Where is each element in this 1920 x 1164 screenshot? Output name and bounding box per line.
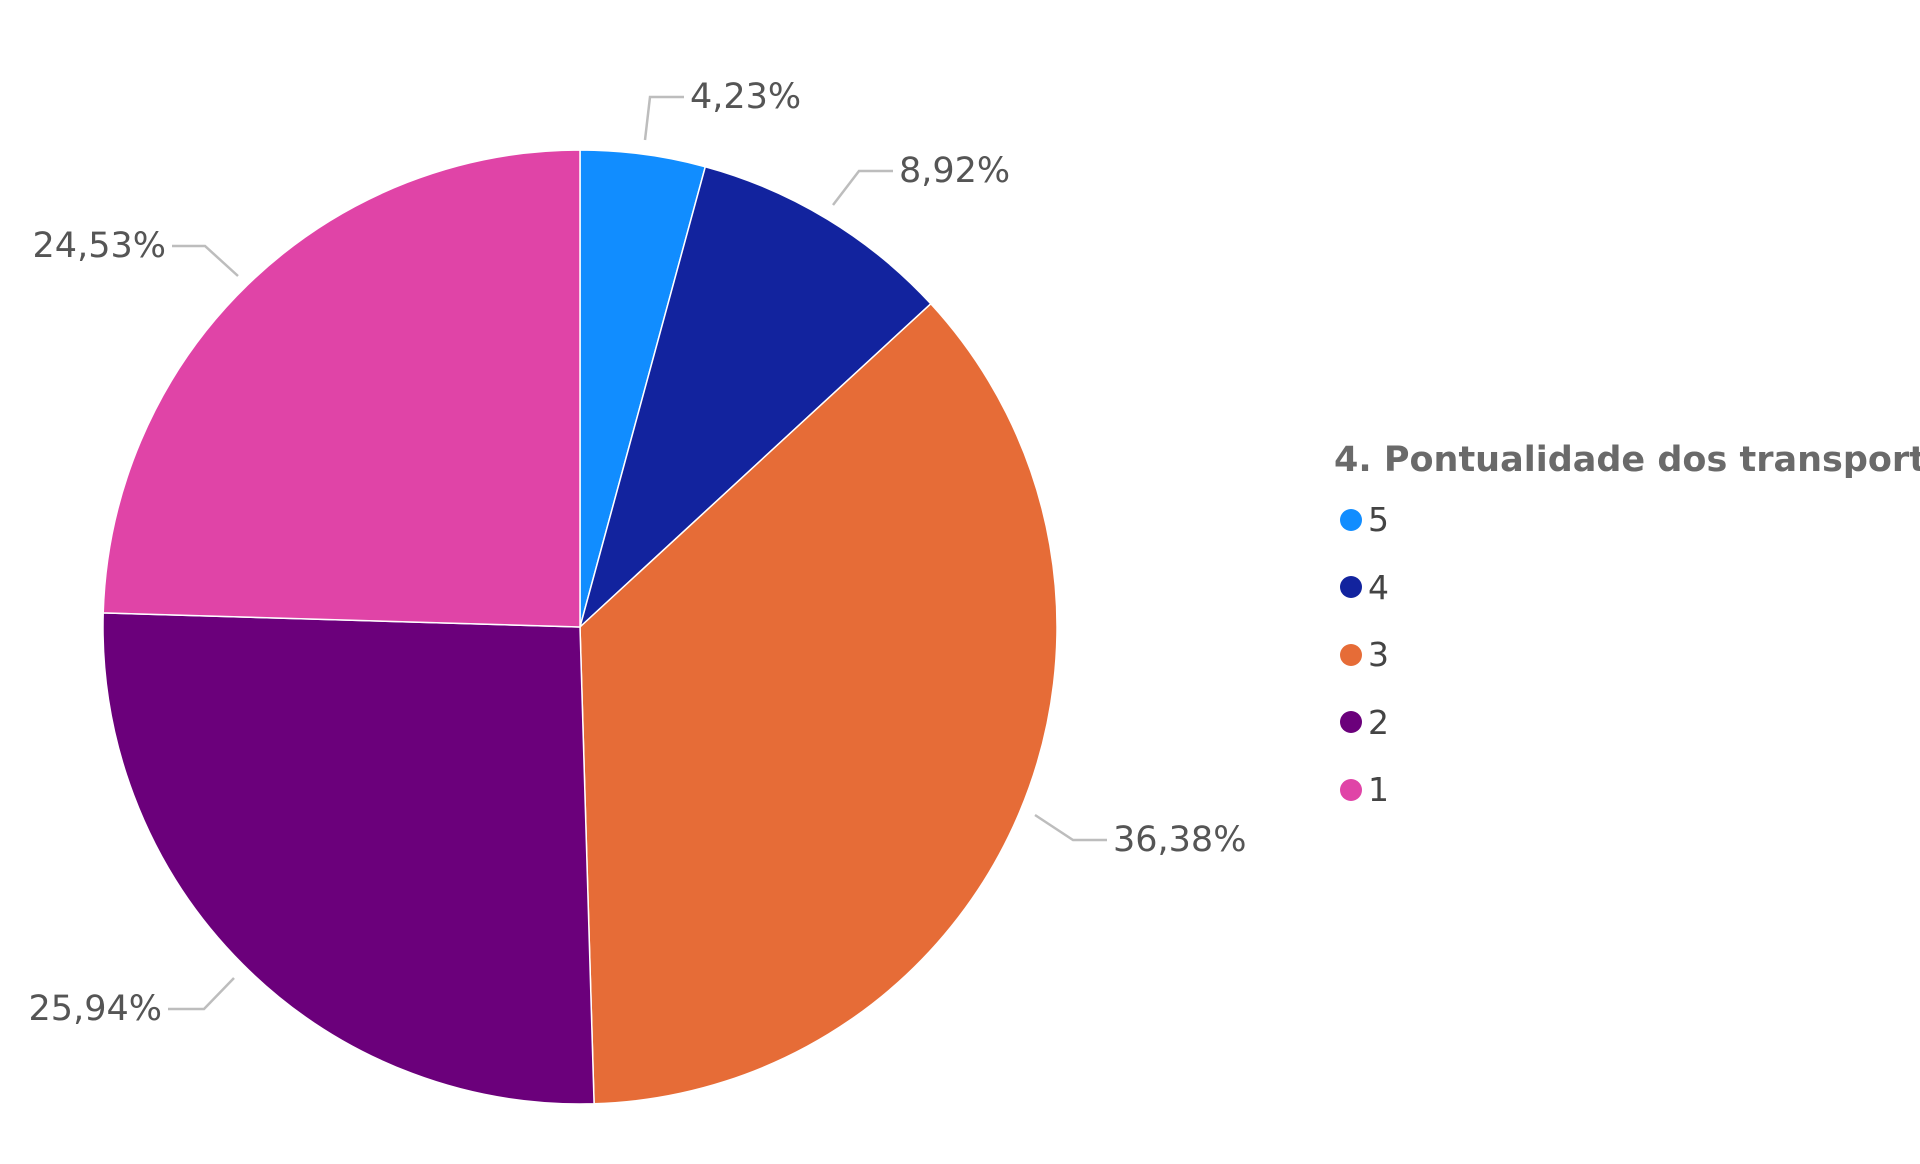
legend-item-label: 2	[1368, 702, 1389, 742]
legend-item-2[interactable]: 2	[1334, 689, 1920, 757]
legend-dot-icon	[1340, 778, 1362, 801]
legend-item-label: 3	[1368, 635, 1389, 675]
legend-item-3[interactable]: 3	[1334, 621, 1920, 689]
leader-line-3	[1034, 813, 1107, 842]
slice-label-5: 4,23%	[690, 77, 801, 117]
leader-line-4	[832, 169, 893, 206]
leader-line-5	[643, 95, 684, 141]
leader-line-2	[168, 977, 235, 1011]
leader-line-1	[172, 244, 239, 277]
legend: 4. Pontualidade dos transportes 5 4 3 2 1	[1334, 434, 1920, 824]
legend-item-label: 5	[1368, 500, 1389, 540]
legend-item-label: 4	[1368, 567, 1389, 607]
pie-slice-4[interactable]	[578, 165, 932, 630]
legend-title: 4. Pontualidade dos transportes	[1334, 440, 1920, 480]
legend-item-label: 1	[1368, 770, 1389, 810]
pie-slice-3[interactable]	[579, 302, 1058, 1105]
legend-items: 5 4 3 2 1	[1334, 486, 1920, 824]
leader-lines	[168, 95, 1107, 1011]
legend-item-1[interactable]: 1	[1334, 756, 1920, 824]
slice-labels: 4,23% 8,92% 36,38% 25,94% 24,53%	[29, 77, 1247, 1029]
pie-slice-1[interactable]	[102, 149, 581, 628]
legend-dot-icon	[1340, 643, 1362, 666]
pie-slices	[102, 149, 1058, 1105]
legend-dot-icon	[1340, 711, 1362, 734]
legend-item-5[interactable]: 5	[1334, 486, 1920, 554]
slice-label-2: 25,94%	[29, 989, 162, 1029]
pie-slice-2[interactable]	[102, 612, 595, 1105]
slice-label-4: 8,92%	[899, 151, 1010, 191]
slice-label-3: 36,38%	[1113, 820, 1246, 860]
legend-item-4[interactable]: 4	[1334, 554, 1920, 622]
legend-dot-icon	[1340, 508, 1362, 531]
legend-dot-icon	[1340, 576, 1362, 599]
slice-label-1: 24,53%	[33, 226, 166, 266]
